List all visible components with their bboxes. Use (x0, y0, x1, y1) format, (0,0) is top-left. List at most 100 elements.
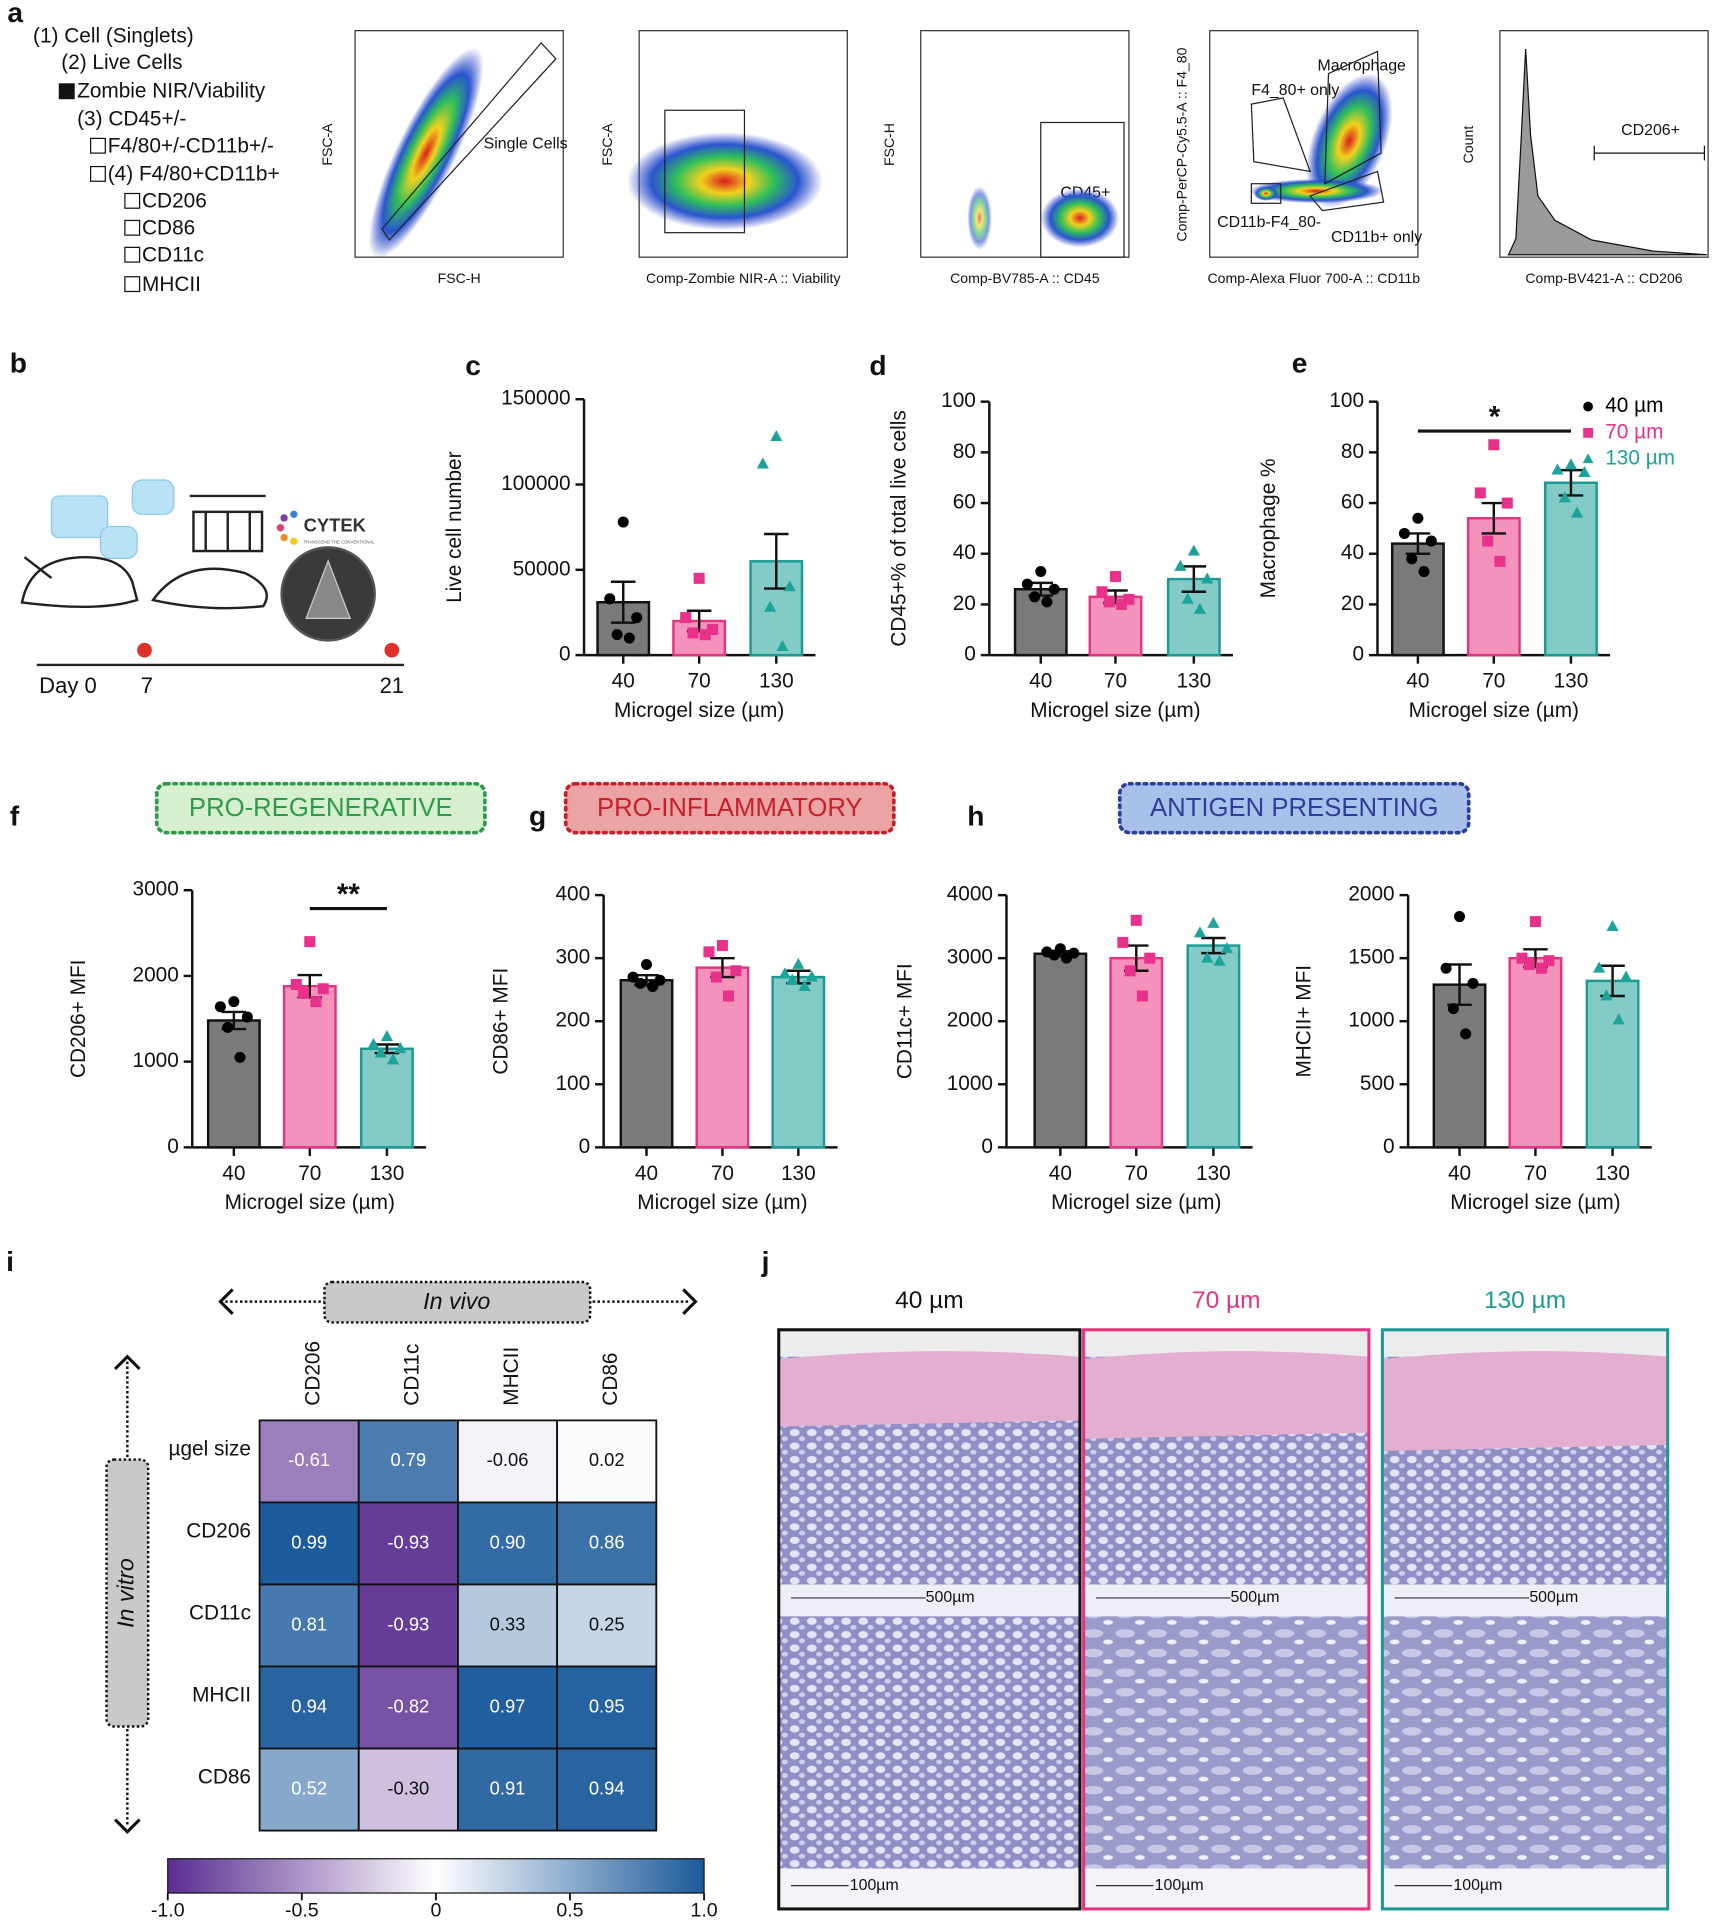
data-point (317, 983, 329, 995)
significance-label: ** (337, 878, 360, 911)
prism (305, 559, 352, 619)
axis-title: In vitro (112, 1558, 138, 1628)
x-tick-label: 130 (1176, 670, 1211, 693)
x-tick-label: 40 (1448, 1162, 1471, 1185)
x-tick-label: 130 (781, 1162, 816, 1185)
data-point (1041, 596, 1053, 608)
scale-band (1382, 1868, 1668, 1909)
bar (695, 966, 750, 1149)
tube-rack (189, 494, 266, 553)
data-point (1406, 553, 1418, 565)
x-axis-label: Microgel size (µm) (1450, 1191, 1620, 1214)
data-point (1578, 466, 1591, 478)
row-label: CD206 (186, 1519, 251, 1542)
axis-title-box (323, 1280, 592, 1324)
y-axis-label: CD86+ MFI (490, 968, 513, 1075)
data-point (730, 965, 742, 977)
y-tick-label: 0 (559, 643, 571, 666)
data-point (234, 1051, 246, 1063)
data-point (298, 987, 310, 999)
gate-label: Macrophage (1317, 57, 1406, 74)
data-point (1193, 602, 1207, 614)
data-point (687, 627, 699, 639)
data-point (1193, 926, 1207, 938)
data-point (1048, 949, 1060, 961)
timepoint-marker (137, 642, 152, 658)
gate (1040, 121, 1125, 258)
data-point (1116, 598, 1128, 610)
y-tick-label: 100 (941, 389, 976, 412)
data-point (798, 979, 811, 991)
gate-tree-item: (4) F4/80+CD11b+ (108, 163, 280, 186)
x-axis-label: Microgel size (µm) (637, 1191, 807, 1214)
data-point (604, 593, 616, 605)
data-point (764, 600, 777, 612)
y-axis-label: FSC-A (599, 123, 615, 166)
x-tick-label: 40 (222, 1162, 245, 1185)
cell-label: 0.33 (490, 1613, 526, 1634)
dermis-layer (1382, 1351, 1668, 1451)
cell-label: 0.81 (291, 1613, 327, 1634)
y-tick-label: 40 (953, 541, 976, 564)
colorbar-tick-label: 0.5 (556, 1900, 583, 1920)
legend-label: 70 µm (1605, 420, 1663, 443)
panel-letter: i (6, 1246, 14, 1277)
data-point (214, 1001, 226, 1013)
heatmap-cell (357, 1419, 459, 1504)
y-tick-label: 4000 (947, 883, 993, 906)
axis-title: In vivo (423, 1288, 490, 1314)
data-point (710, 971, 722, 983)
x-axis-label: Comp-BV785-A :: CD45 (950, 270, 1100, 286)
data-point (693, 572, 705, 584)
data-point (1029, 591, 1041, 603)
data-point (1482, 535, 1494, 547)
x-tick-label: 130 (1196, 1162, 1231, 1185)
histology-image (1382, 1616, 1668, 1871)
column-label: CD206 (302, 1341, 325, 1406)
bar (1390, 542, 1445, 657)
scale-label: 100µm (1453, 1877, 1502, 1894)
category-header-box (154, 781, 487, 835)
gate-tree-item: CD11c (142, 243, 204, 266)
data-point (394, 1042, 407, 1054)
cell-label: 0.52 (291, 1777, 327, 1798)
gate-tree-item: F4/80+/-CD11b+/- (108, 134, 274, 157)
cell-label: -0.61 (288, 1449, 330, 1470)
x-tick-label: 70 (1104, 670, 1127, 693)
scale-label: 100µm (1155, 1877, 1204, 1894)
colorbar-tick-label: 1.0 (690, 1900, 717, 1920)
scale-band (1083, 1868, 1369, 1909)
arrow-head (218, 1288, 698, 1315)
data-point (805, 970, 818, 982)
data-point (1207, 916, 1220, 928)
timeline-label: 21 (380, 673, 405, 698)
data-point (776, 639, 789, 651)
y-axis-label: Macrophage % (1257, 458, 1280, 598)
y-axis-label: FSC-A (319, 123, 335, 166)
x-tick-label: 70 (688, 670, 711, 693)
cell-label: 0.25 (589, 1613, 625, 1634)
data-point (1201, 572, 1214, 584)
colorbar-tick-label: -0.5 (285, 1900, 319, 1920)
y-tick-label: 40 (1341, 541, 1364, 564)
colorbar-tick-label: -1.0 (151, 1900, 185, 1920)
x-tick-label: 40 (1029, 670, 1052, 693)
data-point (1174, 559, 1187, 571)
gate-icon (124, 276, 141, 293)
data-point (1619, 970, 1633, 982)
data-point (617, 516, 629, 528)
x-tick-label: 70 (1482, 670, 1505, 693)
heatmap-cell (357, 1747, 459, 1832)
row-label: µgel size (169, 1437, 252, 1460)
y-tick-label: 200 (555, 1009, 590, 1032)
data-point (1021, 578, 1033, 590)
y-axis-label: CD11c+ MFI (894, 963, 917, 1079)
panel-letter: d (869, 350, 886, 381)
bar (1013, 587, 1068, 657)
data-point (627, 971, 639, 983)
colorbar (167, 1858, 705, 1894)
legend-marker (1582, 453, 1594, 464)
cell-label: 0.91 (490, 1777, 526, 1798)
data-point (647, 981, 659, 993)
